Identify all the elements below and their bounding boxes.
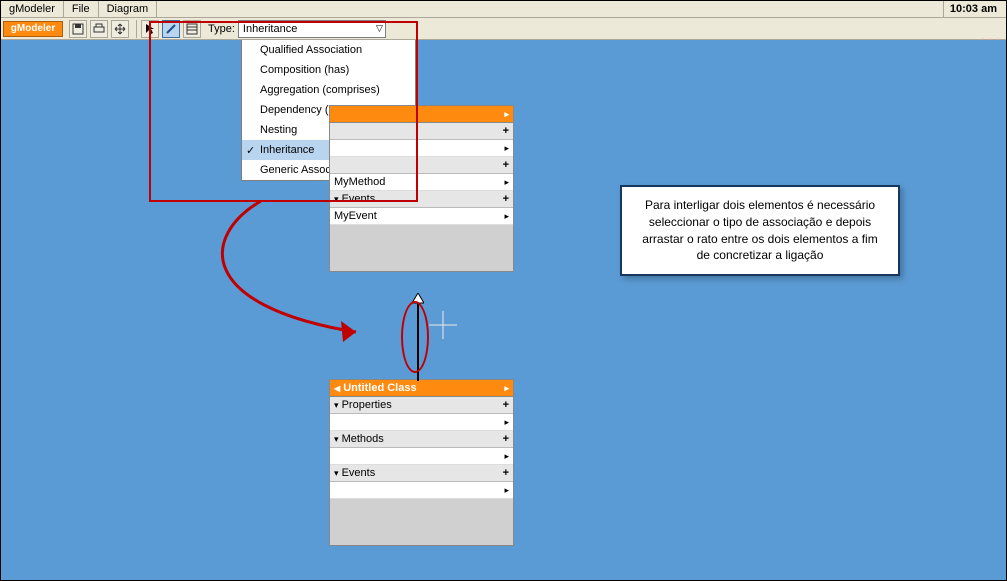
class-title-2[interactable]: ◀ Untitled Class▸ — [330, 380, 513, 397]
save-icon — [72, 23, 84, 35]
type-dropdown[interactable]: Inheritance ▽ — [238, 20, 386, 38]
class-body-1 — [330, 225, 513, 271]
collapse-icon: ▾ — [334, 468, 339, 478]
class-row-prop-empty[interactable]: ▸ — [330, 414, 513, 431]
add-icon[interactable]: + — [503, 467, 509, 479]
link-icon — [165, 23, 177, 35]
dd-item-aggregation[interactable]: Aggregation (comprises) — [242, 80, 415, 100]
method-label: MyMethod — [334, 176, 385, 188]
class-body-2 — [330, 499, 513, 545]
dd-item-qualified[interactable]: Qualified Association — [242, 40, 415, 60]
dd-item-label: Inheritance — [260, 144, 314, 156]
add-icon[interactable]: + — [503, 193, 509, 205]
class-section-1a[interactable]: + — [330, 123, 513, 140]
menu-diagram[interactable]: Diagram — [99, 1, 158, 17]
class-button[interactable] — [183, 20, 201, 38]
class-section-properties[interactable]: ▾ Properties + — [330, 397, 513, 414]
menubar: gModeler File Diagram 10:03 am — [1, 1, 1006, 18]
collapse-icon: ▾ — [334, 194, 339, 204]
pointer-icon — [144, 23, 156, 35]
add-icon[interactable]: + — [503, 399, 509, 411]
check-icon: ✓ — [246, 144, 255, 157]
menu-file[interactable]: File — [64, 1, 99, 17]
expand-icon[interactable]: ▸ — [504, 143, 509, 154]
events-label: Events — [342, 467, 376, 479]
class-row-event[interactable]: MyEvent ▸ — [330, 208, 513, 225]
expand-icon[interactable]: ▸ — [504, 451, 509, 462]
class-box-1[interactable]: ▸ + ▸ + MyMethod ▸ ▾ Events + MyEvent ▸ — [329, 105, 514, 272]
link-button[interactable] — [162, 20, 180, 38]
class-icon — [186, 23, 198, 35]
class-section-1b[interactable]: + — [330, 157, 513, 174]
instruction-callout: Para interligar dois elementos é necessá… — [620, 185, 900, 276]
class-row-method-empty[interactable]: ▸ — [330, 448, 513, 465]
class-title-label: Untitled Class — [343, 382, 416, 394]
expand-icon[interactable]: ▸ — [504, 383, 509, 394]
expand-icon[interactable]: ▸ — [504, 177, 509, 188]
type-label: Type: — [208, 23, 235, 35]
move-button[interactable] — [111, 20, 129, 38]
separator — [136, 20, 137, 38]
print-button[interactable] — [90, 20, 108, 38]
methods-label: Methods — [342, 433, 384, 445]
expand-icon[interactable]: ▸ — [504, 109, 509, 120]
class-section-events2[interactable]: ▾ Events + — [330, 465, 513, 482]
class-row-event-empty[interactable]: ▸ — [330, 482, 513, 499]
collapse-icon: ▾ — [334, 400, 339, 410]
add-icon[interactable]: + — [503, 433, 509, 445]
print-icon — [93, 23, 105, 35]
event-label: MyEvent — [334, 210, 377, 222]
class-section-events[interactable]: ▾ Events + — [330, 191, 513, 208]
app-frame: gModeler File Diagram 10:03 am gModeler … — [1, 1, 1006, 580]
expand-icon[interactable]: ▸ — [504, 485, 509, 496]
expand-icon[interactable]: ▸ — [504, 417, 509, 428]
properties-label: Properties — [342, 399, 392, 411]
add-icon[interactable]: + — [503, 159, 509, 171]
add-icon[interactable]: + — [503, 125, 509, 137]
clock: 10:03 am — [943, 1, 1003, 17]
class-section-methods[interactable]: ▾ Methods + — [330, 431, 513, 448]
move-icon — [114, 23, 126, 35]
events-label: Events — [342, 193, 376, 205]
class-row-method[interactable]: MyMethod ▸ — [330, 174, 513, 191]
toolbar: gModeler Type: Inheritance ▽ v0.1.1 — [1, 18, 1006, 40]
logo: gModeler — [3, 21, 63, 37]
expand-icon[interactable]: ▸ — [504, 211, 509, 222]
type-dropdown-value: Inheritance — [243, 23, 297, 35]
dropdown-arrow-icon: ▽ — [376, 23, 383, 34]
class-box-2[interactable]: ◀ Untitled Class▸ ▾ Properties+ ▸ ▾ Meth… — [329, 379, 514, 546]
dd-item-composition[interactable]: Composition (has) — [242, 60, 415, 80]
class-row-1a[interactable]: ▸ — [330, 140, 513, 157]
collapse-icon: ▾ — [334, 434, 339, 444]
class-title-1[interactable]: ▸ — [330, 106, 513, 123]
menu-app[interactable]: gModeler — [1, 1, 64, 17]
pointer-button[interactable] — [141, 20, 159, 38]
save-button[interactable] — [69, 20, 87, 38]
